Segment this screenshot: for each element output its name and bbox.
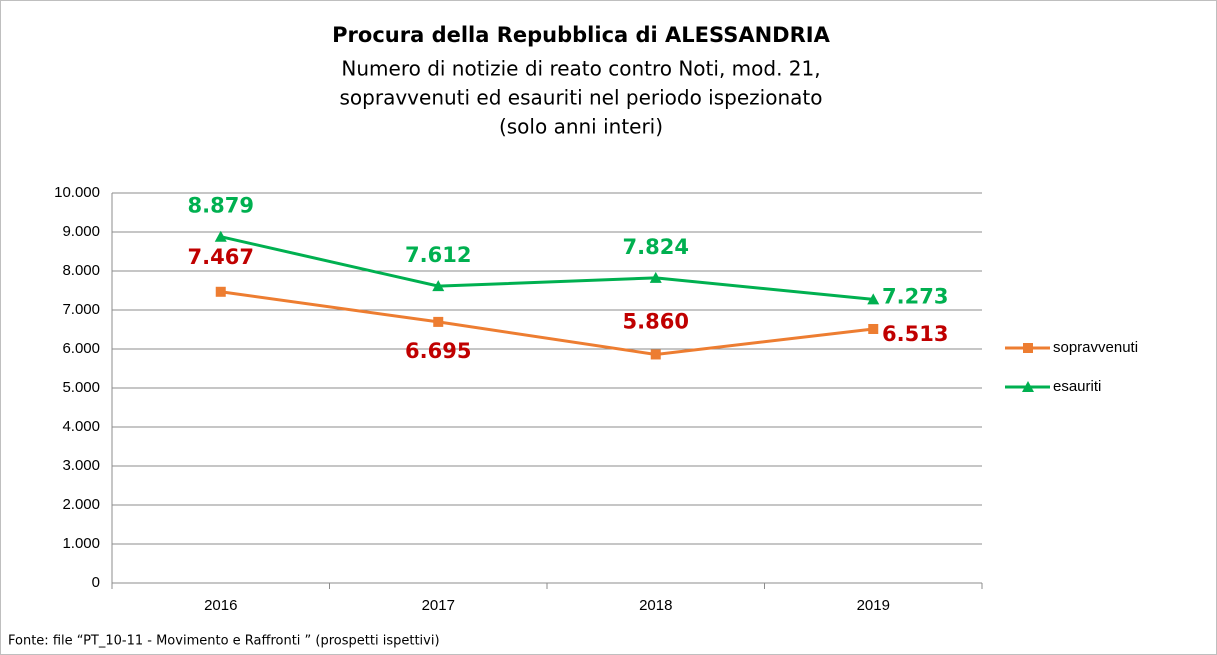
legend-label: esauriti — [1053, 378, 1101, 395]
y-tick-label: 2.000 — [62, 496, 100, 513]
marker — [433, 316, 444, 327]
data-label: 7.273 — [882, 284, 948, 308]
chart-subtitle: Numero di notizie di reato contro Noti, … — [341, 57, 820, 81]
y-tick-label: 5.000 — [62, 379, 100, 396]
marker — [867, 293, 880, 305]
chart-subtitle: sopravvenuti ed esauriti nel periodo isp… — [340, 86, 823, 110]
legend-label: sopravvenuti — [1053, 339, 1138, 356]
data-label: 6.513 — [882, 322, 948, 346]
x-tick-label: 2016 — [204, 597, 237, 614]
line — [220, 235, 874, 301]
data-label: 7.467 — [188, 245, 254, 269]
y-tick-label: 7.000 — [62, 301, 100, 318]
x-tick-label: 2019 — [857, 597, 890, 614]
marker — [650, 349, 661, 360]
chart-subtitle: (solo anni interi) — [499, 115, 663, 139]
source-note: Fonte: file “PT_10-11 - Movimento e Raff… — [8, 634, 440, 649]
y-tick-label: 6.000 — [62, 340, 100, 357]
y-tick-label: 3.000 — [62, 457, 100, 474]
data-label: 5.860 — [623, 309, 689, 333]
y-tick-label: 0 — [92, 574, 100, 591]
marker — [649, 271, 662, 283]
marker — [214, 230, 227, 242]
data-label: 7.612 — [405, 243, 471, 267]
data-label: 7.824 — [623, 235, 689, 259]
marker — [432, 280, 445, 292]
y-tick-label: 9.000 — [62, 223, 100, 240]
data-label: 8.879 — [188, 194, 254, 218]
legend-marker — [1022, 381, 1034, 392]
marker — [868, 323, 879, 334]
x-tick-label: 2018 — [639, 597, 672, 614]
marker — [215, 286, 226, 297]
y-tick-label: 1.000 — [62, 535, 100, 552]
y-tick-label: 4.000 — [62, 418, 100, 435]
chart-title: Procura della Repubblica di ALESSANDRIA — [332, 23, 830, 47]
data-label: 6.695 — [405, 339, 471, 363]
x-tick-label: 2017 — [422, 597, 455, 614]
legend-marker — [1023, 343, 1033, 353]
y-tick-label: 8.000 — [62, 262, 100, 279]
y-tick-label: 10.000 — [54, 184, 100, 201]
line — [220, 290, 874, 356]
